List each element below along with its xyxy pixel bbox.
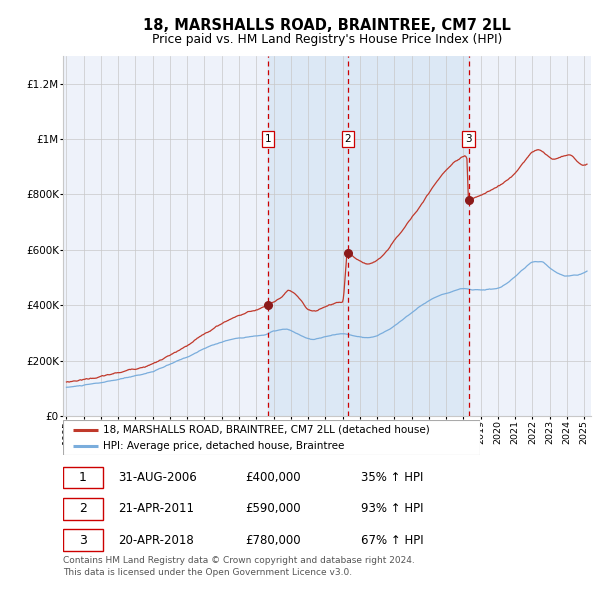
FancyBboxPatch shape: [63, 529, 103, 550]
Text: 18, MARSHALLS ROAD, BRAINTREE, CM7 2LL: 18, MARSHALLS ROAD, BRAINTREE, CM7 2LL: [143, 18, 511, 32]
FancyBboxPatch shape: [63, 420, 480, 455]
Bar: [348, 56, 469, 416]
Text: Contains HM Land Registry data © Crown copyright and database right 2024.
This d: Contains HM Land Registry data © Crown c…: [63, 556, 415, 577]
Text: 2: 2: [344, 134, 351, 144]
Text: 20-APR-2018: 20-APR-2018: [118, 533, 194, 546]
Text: £590,000: £590,000: [245, 502, 301, 516]
Text: 67% ↑ HPI: 67% ↑ HPI: [361, 533, 424, 546]
Text: £400,000: £400,000: [245, 471, 301, 484]
Text: 3: 3: [79, 533, 87, 546]
Text: Price paid vs. HM Land Registry's House Price Index (HPI): Price paid vs. HM Land Registry's House …: [152, 33, 502, 46]
Text: 1: 1: [265, 134, 271, 144]
Bar: [268, 56, 348, 416]
Text: 31-AUG-2006: 31-AUG-2006: [118, 471, 197, 484]
Text: 2: 2: [79, 502, 87, 516]
Text: 21-APR-2011: 21-APR-2011: [118, 502, 194, 516]
Text: 93% ↑ HPI: 93% ↑ HPI: [361, 502, 424, 516]
Text: 3: 3: [465, 134, 472, 144]
Text: 18, MARSHALLS ROAD, BRAINTREE, CM7 2LL (detached house): 18, MARSHALLS ROAD, BRAINTREE, CM7 2LL (…: [103, 425, 430, 435]
FancyBboxPatch shape: [63, 467, 103, 489]
FancyBboxPatch shape: [63, 498, 103, 520]
Text: 1: 1: [79, 471, 87, 484]
Text: £780,000: £780,000: [245, 533, 301, 546]
Text: HPI: Average price, detached house, Braintree: HPI: Average price, detached house, Brai…: [103, 441, 345, 451]
Text: 35% ↑ HPI: 35% ↑ HPI: [361, 471, 424, 484]
